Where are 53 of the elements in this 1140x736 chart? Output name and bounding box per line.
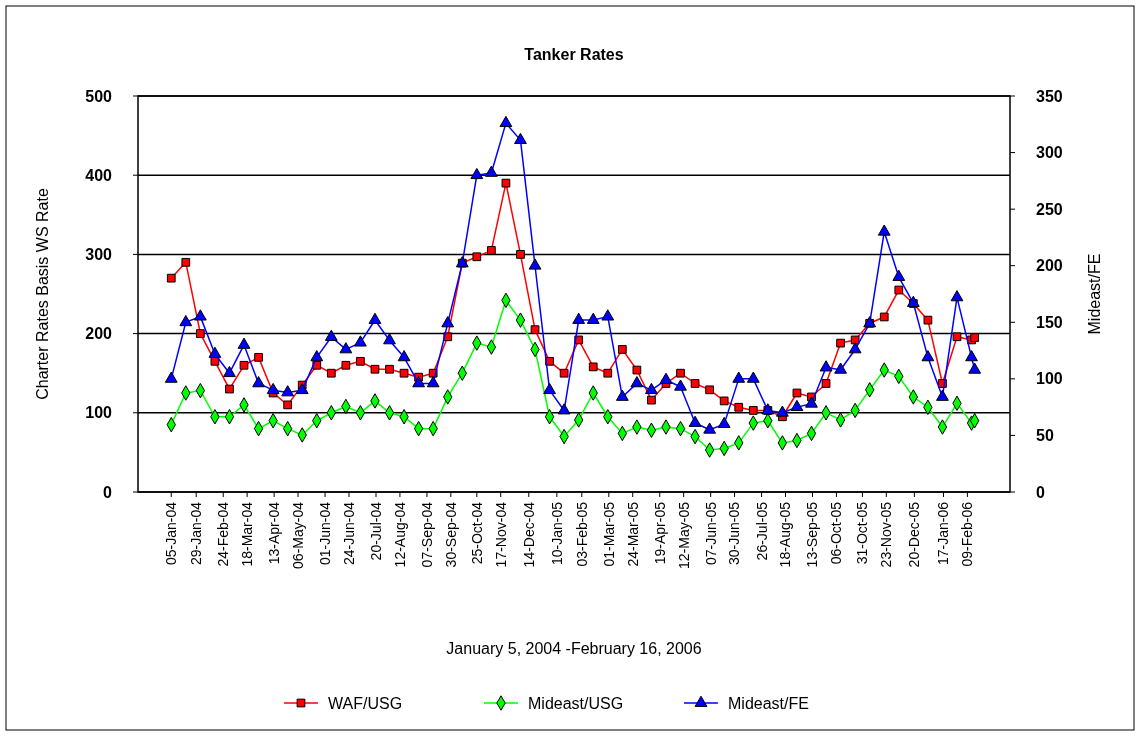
x-axis-title: January 5, 2004 -February 16, 2006 — [446, 640, 702, 657]
y-tick-label: 300 — [85, 246, 113, 263]
x-tick-label: 07-Sep-04 — [418, 501, 435, 568]
x-tick-label: 13-Sep-05 — [804, 501, 821, 568]
x-tick-label: 05-Jan-04 — [163, 501, 180, 566]
y2-tick-label: 0 — [1036, 483, 1045, 501]
y-tick-label: 0 — [103, 483, 113, 501]
x-tick-label: 19-Apr-05 — [651, 501, 668, 565]
y-axis-title: Charter Rates Basis WS Rate — [34, 188, 51, 400]
y-tick-label: 400 — [85, 166, 113, 184]
x-tick-label: 14-Dec-04 — [520, 501, 537, 568]
y2-tick-label: 300 — [1036, 144, 1063, 162]
x-tick-label: 06-May-04 — [289, 501, 306, 569]
x-tick-label: 01-Mar-05 — [600, 501, 617, 567]
x-tick-label: 24-Jun-04 — [340, 501, 357, 566]
x-tick-label: 30-Jun-05 — [726, 501, 743, 566]
x-tick-label: 10-Jan-05 — [548, 501, 565, 566]
x-tick-label: 24-Feb-04 — [215, 501, 232, 567]
x-tick-label: 18-Mar-04 — [239, 501, 256, 567]
y2-tick-label: 100 — [1036, 370, 1063, 388]
y2-axis-title: Mideast/FE — [1086, 253, 1103, 335]
legend-label: Mideast/FE — [728, 694, 809, 712]
y2-tick-label: 250 — [1036, 200, 1063, 218]
x-tick-label: 20-Dec-05 — [906, 501, 923, 568]
chart-title: Tanker Rates — [524, 46, 624, 63]
x-tick-label: 12-May-05 — [675, 501, 692, 569]
x-tick-label: 24-Mar-05 — [624, 501, 641, 567]
x-tick-label: 12-Aug-04 — [391, 501, 408, 568]
x-tick-label: 29-Jan-04 — [188, 501, 205, 566]
x-tick-label: 20-Jul-04 — [367, 501, 384, 561]
y2-tick-label: 200 — [1036, 257, 1063, 275]
y-tick-label: 200 — [85, 325, 113, 343]
x-tick-label: 25-Oct-04 — [468, 501, 485, 565]
x-tick-label: 01-Jun-04 — [316, 501, 333, 566]
x-tick-label: 31-Oct-05 — [854, 501, 871, 565]
x-tick-label: 09-Feb-06 — [959, 501, 976, 567]
y-tick-label: 500 — [85, 87, 113, 105]
legend-label: Mideast/USG — [528, 694, 624, 712]
y2-tick-label: 350 — [1036, 87, 1063, 105]
x-tick-label: 26-Jul-05 — [753, 501, 770, 561]
x-tick-label: 07-Jun-05 — [702, 501, 719, 566]
x-tick-label: 17-Jan-06 — [935, 501, 952, 566]
legend-label: WAF/USG — [328, 694, 403, 712]
y-tick-label: 100 — [85, 404, 113, 422]
x-tick-label: 23-Nov-05 — [878, 501, 895, 568]
x-tick-label: 06-Oct-05 — [828, 501, 845, 565]
x-tick-label: 17-Nov-04 — [492, 501, 509, 568]
x-tick-label: 13-Apr-04 — [266, 501, 283, 565]
x-tick-label: 30-Sep-04 — [442, 501, 459, 568]
x-tick-label: 03-Feb-05 — [573, 501, 590, 567]
x-tick-label: 18-Aug-05 — [777, 501, 794, 568]
y2-tick-label: 150 — [1036, 313, 1063, 331]
y2-tick-label: 50 — [1036, 427, 1054, 445]
